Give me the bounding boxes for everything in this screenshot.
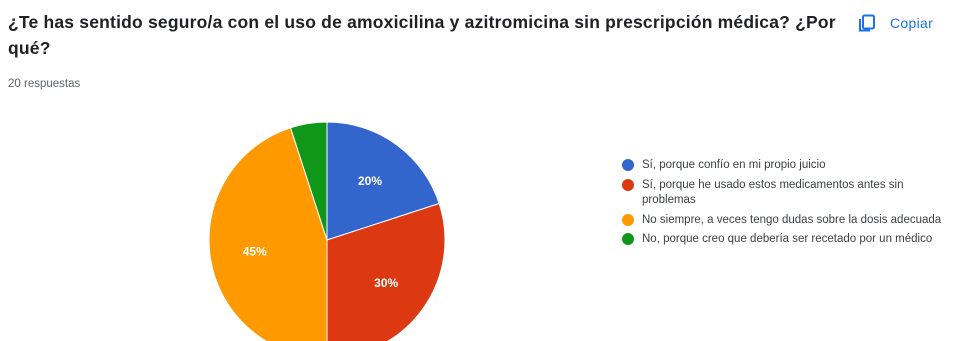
slice-percent-label: 30% xyxy=(374,276,398,290)
legend-item: Sí, porque he usado estos medicamentos a… xyxy=(622,178,942,209)
pie-slice-dose-doubts xyxy=(208,127,328,341)
copy-button[interactable]: Copiar xyxy=(858,12,933,34)
legend-swatch xyxy=(622,159,634,171)
legend-label: No siempre, a veces tengo dudas sobre la… xyxy=(642,213,942,226)
pie-slice-needs-prescription xyxy=(289,121,328,241)
slice-percent-label: 20% xyxy=(358,174,382,188)
question-title: ¿Te has sentido seguro/a con el uso de a… xyxy=(8,12,836,58)
slice-percent-label: 45% xyxy=(243,244,267,258)
legend-swatch xyxy=(622,213,634,226)
legend-item: No siempre, a veces tengo dudas sobre la… xyxy=(622,213,942,229)
pie-slice-used-before xyxy=(326,202,446,341)
legend-item: No, porque creo que debería ser recetado… xyxy=(622,232,942,248)
legend-swatch xyxy=(622,178,634,191)
pie-slice-trust-own-judgment xyxy=(326,121,440,241)
legend-label: Sí, porque he usado estos medicamentos a… xyxy=(642,178,904,207)
copy-label: Copiar xyxy=(890,15,934,31)
legend-swatch xyxy=(622,233,634,245)
response-count: 20 respuestas xyxy=(8,78,81,90)
legend-item: Sí, porque confío en mi propio juicio xyxy=(622,158,942,174)
chart-legend: Sí, porque confío en mi propio juicio Sí… xyxy=(622,158,942,252)
legend-label: Sí, porque confío en mi propio juicio xyxy=(642,159,826,171)
copy-icon xyxy=(859,14,875,32)
legend-label: No, porque creo que debería ser recetado… xyxy=(642,233,933,245)
